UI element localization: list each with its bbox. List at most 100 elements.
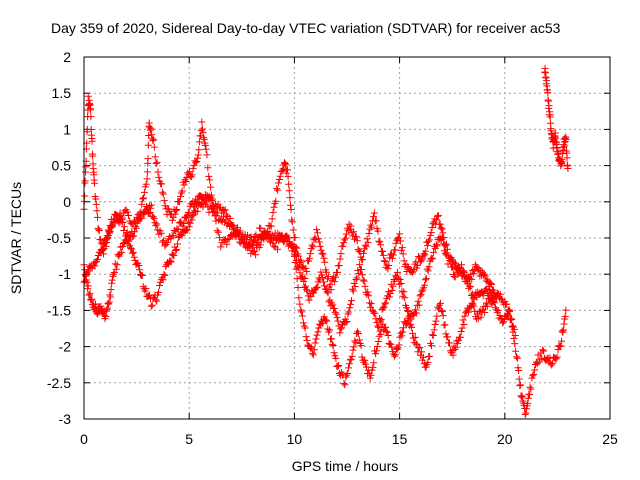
data-point (91, 179, 99, 187)
data-point (320, 278, 328, 286)
data-point (324, 325, 332, 333)
data-point (563, 154, 571, 162)
data-point (160, 237, 168, 245)
data-point (330, 349, 338, 357)
data-point (312, 335, 320, 343)
data-point (332, 273, 340, 281)
data-point (143, 203, 151, 211)
data-point (558, 327, 566, 335)
data-point (288, 247, 296, 255)
data-point (91, 300, 99, 308)
data-point (282, 233, 290, 241)
data-point (172, 246, 180, 254)
data-point (482, 277, 490, 285)
data-point (167, 258, 175, 266)
data-point (307, 245, 315, 253)
data-point (152, 159, 160, 167)
data-point (313, 283, 321, 291)
data-point (267, 222, 275, 230)
data-point (381, 258, 389, 266)
data-point (284, 173, 292, 181)
data-point (381, 323, 389, 331)
data-point (342, 230, 350, 238)
data-point (551, 354, 559, 362)
data-point (552, 355, 560, 363)
data-point (184, 218, 192, 226)
data-point (389, 251, 397, 259)
data-point (351, 337, 359, 345)
data-point (372, 350, 380, 358)
data-point (87, 296, 95, 304)
data-point (430, 326, 438, 334)
data-point (192, 159, 200, 167)
data-point (252, 251, 260, 259)
data-point (361, 356, 369, 364)
data-point (516, 382, 524, 390)
data-point (339, 242, 347, 250)
data-point (113, 261, 121, 269)
data-point (437, 224, 445, 232)
data-point (198, 125, 206, 133)
data-point (194, 151, 202, 159)
data-point (152, 296, 160, 304)
data-point (91, 262, 99, 270)
data-point (406, 322, 414, 330)
data-point (171, 210, 179, 218)
data-point (231, 233, 239, 241)
data-point (343, 371, 351, 379)
data-point (389, 282, 397, 290)
data-point (446, 347, 454, 355)
data-point (227, 220, 235, 228)
data-point (176, 231, 184, 239)
data-point (102, 313, 110, 321)
data-point (118, 248, 126, 256)
data-point (353, 237, 361, 245)
data-point (412, 306, 420, 314)
data-point (487, 280, 495, 288)
data-point (296, 256, 304, 264)
data-point (392, 345, 400, 353)
data-point (124, 212, 132, 220)
data-point (427, 229, 435, 237)
data-point (345, 308, 353, 316)
data-point (344, 226, 352, 234)
data-point (132, 224, 140, 232)
data-point (333, 268, 341, 276)
data-point (433, 216, 441, 224)
data-point (185, 209, 193, 217)
data-point (326, 335, 334, 343)
data-point (215, 204, 223, 212)
data-point (371, 309, 379, 317)
data-point (356, 261, 364, 269)
data-point (412, 309, 420, 317)
data-point (365, 292, 373, 300)
data-point (414, 297, 422, 305)
data-point (407, 320, 415, 328)
data-point (458, 324, 466, 332)
data-point (513, 354, 521, 362)
data-point (470, 269, 478, 277)
data-point (87, 106, 95, 114)
data-point (129, 248, 137, 256)
data-point (326, 281, 334, 289)
data-point (416, 343, 424, 351)
data-point (137, 208, 145, 216)
data-point (316, 242, 324, 250)
data-point (409, 334, 417, 342)
data-point (377, 316, 385, 324)
data-point (89, 152, 97, 160)
data-point (491, 299, 499, 307)
data-point (486, 294, 494, 302)
data-point (482, 299, 490, 307)
data-point (144, 141, 152, 149)
data-point (360, 277, 368, 285)
data-point (130, 253, 138, 261)
data-point (319, 274, 327, 282)
data-point (276, 172, 284, 180)
data-point (428, 223, 436, 231)
data-point (557, 342, 565, 350)
data-point (201, 141, 209, 149)
data-point (151, 153, 159, 161)
data-point (352, 233, 360, 241)
data-point (549, 359, 557, 367)
